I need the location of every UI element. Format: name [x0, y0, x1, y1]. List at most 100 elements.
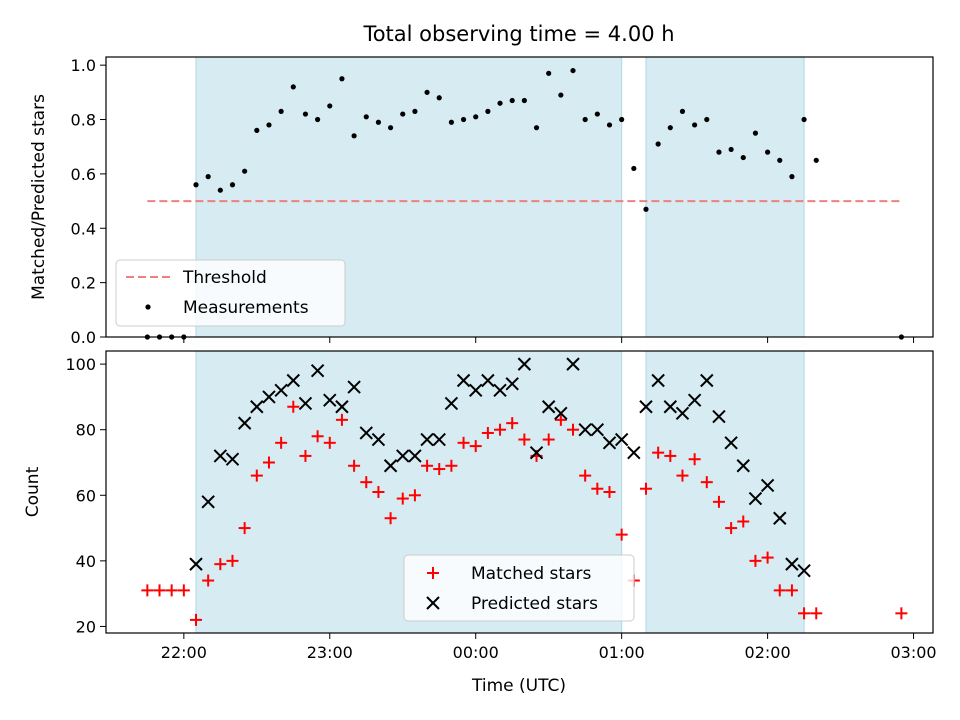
predicted-point [651, 373, 665, 388]
predicted-point [529, 445, 544, 460]
measurement-point [424, 89, 430, 95]
matched-point [579, 469, 592, 482]
predicted-point [675, 406, 690, 421]
matched-point [202, 574, 215, 587]
matched-point [396, 492, 409, 505]
matched-point [785, 584, 798, 597]
predicted-point [347, 380, 361, 394]
predicted-point [396, 449, 410, 463]
measurement-point [412, 108, 418, 114]
measurement-point [679, 108, 686, 114]
predicted-point [323, 393, 337, 407]
x-tick-label: 01:00 [599, 643, 645, 662]
predicted-point [748, 491, 763, 506]
measurement-point [716, 149, 722, 155]
measurement-point [400, 111, 406, 117]
matched-stars-series [141, 400, 908, 626]
matched-point [360, 476, 373, 489]
predicted-stars-series [189, 357, 811, 578]
matched-point [518, 433, 531, 446]
measurement-point [570, 67, 576, 74]
top-legend: Threshold Measurements [115, 259, 346, 327]
predicted-point [578, 422, 592, 437]
measurements-legend-label: Measurements [183, 298, 309, 318]
predicted-legend-marker [426, 596, 440, 610]
matched-point [639, 482, 652, 495]
predicted-point [298, 396, 313, 411]
matched-point [567, 423, 580, 436]
matched-point [554, 413, 567, 426]
measurement-point [315, 116, 321, 123]
matched-point [542, 433, 555, 446]
predicted-point [310, 363, 325, 378]
matched-point [165, 584, 178, 597]
x-tick-label: 23:00 [307, 643, 353, 662]
matched-point [214, 558, 227, 571]
bottom-x-ticks: 22:00 23:00 00:00 01:00 02:00 03:00 [161, 633, 937, 662]
matched-point [481, 426, 494, 439]
x-tick-label: 02:00 [745, 643, 791, 662]
matched-point [262, 456, 275, 469]
matched-point [469, 440, 482, 453]
matched-point [494, 423, 507, 436]
measurement-point [242, 168, 248, 174]
y-tick-label: 0.2 [71, 274, 96, 293]
measurement-point [229, 182, 236, 188]
matched-point [506, 417, 519, 430]
predicted-point [639, 400, 653, 414]
predicted-point [469, 383, 483, 398]
predicted-point [493, 383, 507, 398]
measurement-point [485, 108, 491, 114]
predicted-point [785, 557, 799, 571]
matched-point [408, 489, 421, 502]
predicted-point [590, 422, 605, 437]
bottom-legend: Matched stars Predicted stars [403, 554, 635, 622]
matched-point [725, 522, 738, 535]
matched-point [335, 413, 348, 426]
matched-point [177, 584, 190, 597]
top-x-ticks [183, 337, 915, 343]
measurement-point [387, 125, 394, 131]
top-y-ticks: 0.0 0.2 0.4 0.6 0.8 1.0 [71, 56, 106, 347]
x-axis-label: Time (UTC) [471, 676, 566, 696]
predicted-point [359, 426, 373, 440]
measurement-point [327, 103, 333, 109]
bottom-legend-box [403, 554, 635, 622]
predicted-point [724, 436, 738, 450]
y-tick-label: 0.8 [71, 111, 96, 130]
measurement-point [692, 122, 698, 128]
predicted-point [566, 357, 580, 371]
predicted-point [554, 406, 568, 421]
predicted-point [456, 373, 471, 388]
measurement-point [363, 114, 369, 120]
measurement-point [266, 122, 272, 128]
measurement-point [606, 122, 613, 128]
measurement-point [375, 119, 382, 125]
matched-point [299, 449, 312, 462]
matched-point [664, 449, 677, 462]
predicted-point [663, 400, 678, 414]
top-axes-frame [105, 56, 934, 338]
matched-point [749, 554, 762, 567]
shaded-interval-1 [645, 56, 805, 338]
matched-point [287, 400, 300, 413]
measurement-point [728, 146, 734, 153]
predicted-legend-label: Predicted stars [471, 594, 598, 614]
measurement-point [193, 182, 199, 188]
measurement-point [473, 114, 479, 120]
y-tick-label: 60 [76, 486, 96, 505]
measurements-legend-marker [145, 304, 151, 310]
predicted-point [700, 373, 714, 388]
measurement-point [789, 174, 795, 180]
measurement-point [521, 97, 527, 104]
matched-point [761, 551, 774, 564]
predicted-point [773, 511, 787, 525]
x-tick-label: 03:00 [890, 643, 936, 662]
measurement-point [704, 116, 710, 123]
predicted-point [420, 432, 434, 447]
matched-point [810, 607, 823, 620]
measurement-point [582, 116, 588, 123]
matched-point [603, 486, 616, 498]
matched-legend-marker [427, 567, 439, 579]
measurement-point [801, 116, 807, 123]
